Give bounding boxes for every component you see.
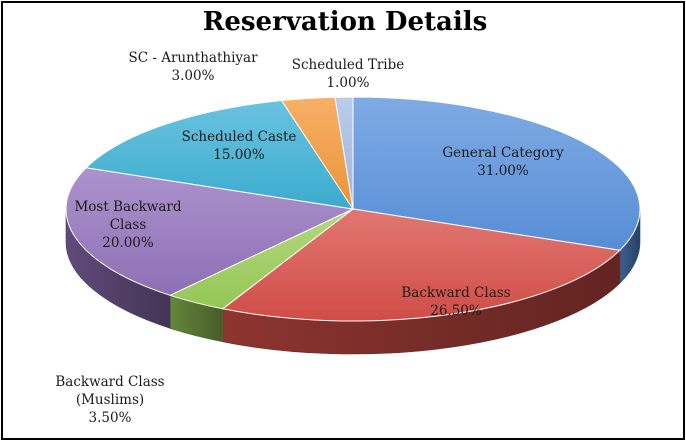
slice-label-scheduled-caste: Scheduled Caste 15.00% xyxy=(182,129,297,163)
slice-value: 20.00% xyxy=(102,235,154,251)
slice-value: 3.00% xyxy=(172,68,215,84)
pie-chart: General Category 31.00% Backward Class 26.5… xyxy=(55,50,641,426)
slice-value: 26.50% xyxy=(430,303,482,319)
slice-label-backward-class-muslims-: Backward Class (Muslims) 3.50% xyxy=(55,374,164,426)
pie-tops xyxy=(65,96,641,322)
slice-label-most-backward-class: Most Backward Class 20.00% xyxy=(74,199,181,251)
pie-labels: General Category 31.00% Backward Class 26.5… xyxy=(55,50,564,426)
slice-value: 15.00% xyxy=(213,147,265,163)
chart-title: Reservation Details xyxy=(202,7,488,37)
slice-label-backward-class: Backward Class 26.50% xyxy=(401,285,510,319)
slice-value: 3.50% xyxy=(89,410,132,426)
pie-slice-scheduled-tribe xyxy=(334,96,354,210)
slice-value: 31.00% xyxy=(477,163,529,179)
slice-value: 1.00% xyxy=(327,75,370,91)
slice-label-scheduled-tribe: Scheduled Tribe 1.00% xyxy=(292,57,404,91)
pie-slice-most-backward-class xyxy=(65,167,355,296)
pie-slice-scheduled-caste xyxy=(85,99,355,210)
pie-slice-backward-class xyxy=(221,208,621,322)
pie-slice-general-category xyxy=(352,96,641,251)
slice-label-sc-arunthathiyar: SC - Arunthathiyar 3.00% xyxy=(128,50,258,84)
slice-label-general-category: General Category 31.00% xyxy=(442,145,564,179)
